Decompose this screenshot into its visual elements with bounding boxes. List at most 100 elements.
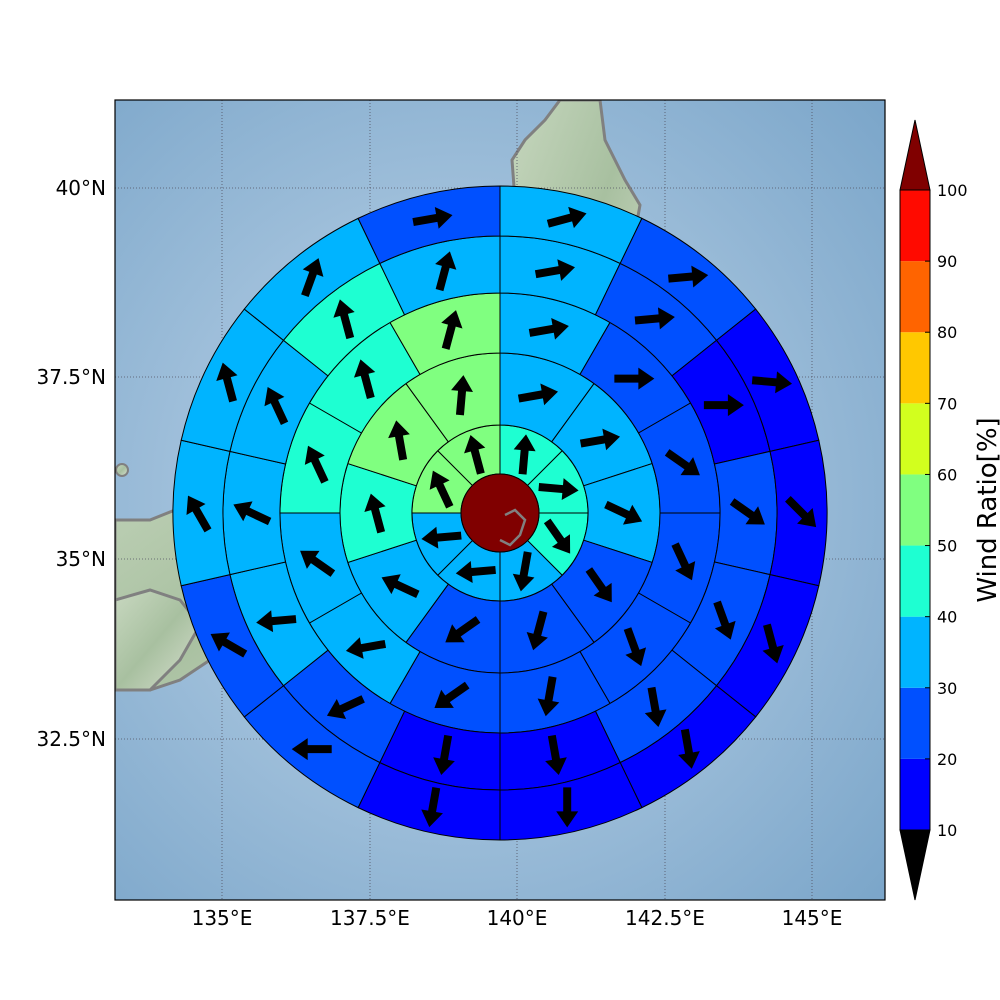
wind-arrow-ring-4-9 xyxy=(256,610,297,633)
wind-arrow-ring-3-3 xyxy=(671,542,696,581)
wind-arrow-ring-1-0 xyxy=(513,434,536,475)
wind-arrow-ring-3-11 xyxy=(441,310,463,350)
center-coastline xyxy=(499,508,527,547)
lat-tick-labels: 40°N 37.5°N 35°N 32.5°N xyxy=(37,176,107,751)
colorbar-band-5 xyxy=(900,403,930,475)
wind-arrow-ring-3-9 xyxy=(304,445,329,484)
wind-arrow-ring-3-6 xyxy=(434,681,470,708)
wind-arrow-ring-1-6 xyxy=(429,470,454,509)
colorbar-over-triangle xyxy=(899,119,931,191)
colorbar-band-8 xyxy=(900,190,930,262)
wind-arrow-ring-2-6 xyxy=(381,574,420,598)
wind-arrow-ring-5-5 xyxy=(678,728,700,769)
colorbar-tick-label-7: 80 xyxy=(937,323,957,342)
wind-arrow-ring-1-4 xyxy=(455,561,496,583)
wind-arrow-ring-6-4 xyxy=(0,0,11,20)
wind-arrow-ring-4-11 xyxy=(264,387,289,425)
island xyxy=(115,463,129,477)
wind-arrow-ring-4-5 xyxy=(644,686,667,727)
wind-arrow-ring-3-7 xyxy=(345,637,387,659)
wind-arrow-ring-5-8 xyxy=(291,738,332,761)
lat-tick-40: 40°N xyxy=(56,176,106,200)
colorbar-band-2 xyxy=(900,616,930,688)
wind-arrows xyxy=(0,0,817,828)
colorbar-tick-label-9: 100 xyxy=(937,181,968,200)
center-region xyxy=(460,473,540,553)
wind-arrow-ring-6-10 xyxy=(0,0,11,20)
wind-arrow-ring-3-10 xyxy=(353,359,376,400)
lon-tick-140: 140°E xyxy=(487,906,548,930)
wind-arrow-ring-1-5 xyxy=(421,526,462,549)
lat-tick-37-5: 37.5°N xyxy=(37,365,107,389)
wind-arrow-ring-6-14 xyxy=(0,0,11,20)
colorbar-tick-label-8: 90 xyxy=(937,252,957,271)
colorbar-tick-label-6: 70 xyxy=(937,394,957,413)
wind-arrow-ring-5-2 xyxy=(751,371,793,394)
wind-arrow-ring-5-12 xyxy=(301,258,324,298)
wind-arrow-ring-1-7 xyxy=(464,435,486,475)
wind-arrow-ring-6-15 xyxy=(0,0,11,20)
wind-arrow-ring-6-7 xyxy=(0,0,11,20)
wind-arrow-ring-6-6 xyxy=(0,0,11,20)
wind-arrow-ring-4-7 xyxy=(433,734,455,775)
wind-arrow-ring-2-1 xyxy=(579,428,621,451)
wind-arrow-ring-6-13 xyxy=(0,0,11,20)
colorbar-band-1 xyxy=(900,687,930,759)
wind-arrow-ring-5-0 xyxy=(546,206,587,229)
wind-arrow-ring-2-3 xyxy=(585,567,612,603)
wind-arrow-ring-2-5 xyxy=(445,616,481,643)
wind-arrow-ring-5-3 xyxy=(785,496,817,528)
wind-arrow-ring-1-2 xyxy=(543,518,571,554)
colorbar-tick-label-3: 40 xyxy=(937,608,957,627)
wind-arrow-ring-1-1 xyxy=(538,478,579,501)
wind-arrow-ring-5-13 xyxy=(412,207,453,229)
wind-arrow-ring-4-6 xyxy=(545,734,567,775)
wind-arrow-ring-2-8 xyxy=(388,420,410,461)
wind-arrow-ring-6-0 xyxy=(0,0,11,20)
wind-arrow-ring-3-1 xyxy=(614,367,655,390)
lon-tick-142-5: 142.5°E xyxy=(625,906,705,930)
wind-arrow-ring-4-10 xyxy=(233,501,272,526)
map-frame xyxy=(114,99,886,901)
wind-arrow-ring-3-0 xyxy=(528,317,569,340)
wind-arrow-ring-4-0 xyxy=(534,259,575,281)
wind-arrow-ring-5-1 xyxy=(668,265,709,288)
map-panel xyxy=(0,0,885,900)
lon-tick-145: 145°E xyxy=(782,906,843,930)
colorbar-label: Wind Ratio[%] xyxy=(973,417,1000,602)
sector-ring-5-13 xyxy=(357,185,501,265)
colorbar-frame xyxy=(899,189,931,831)
wind-arrow-ring-4-8 xyxy=(326,695,365,719)
wind-arrow-ring-4-1 xyxy=(634,307,675,330)
wind-arrow-ring-5-9 xyxy=(210,632,248,658)
colorbar-band-0 xyxy=(900,758,930,830)
wind-arrow-ring-2-2 xyxy=(604,500,643,525)
wind-arrow-ring-2-0 xyxy=(517,383,559,406)
wind-arrow-ring-4-2 xyxy=(703,394,744,417)
wind-arrow-ring-6-12 xyxy=(0,0,11,20)
wind-arrow-ring-6-11 xyxy=(0,0,11,20)
colorbar-under-triangle xyxy=(899,829,931,901)
colorbar: 10 20 30 40 50 60 70 80 90 100 Wind Ratio[%] xyxy=(899,119,1000,901)
wind-arrow-ring-4-4 xyxy=(713,600,736,640)
wind-arrow-ring-2-9 xyxy=(451,375,473,416)
lon-tick-137-5: 137.5°E xyxy=(330,906,410,930)
wind-arrow-ring-4-13 xyxy=(435,251,457,292)
wind-arrow-ring-2-4 xyxy=(526,610,548,651)
wind-arrow-ring-3-8 xyxy=(300,550,336,577)
wind-arrow-ring-3-2 xyxy=(664,449,700,476)
colorbar-tick-label-5: 60 xyxy=(937,465,957,484)
wind-arrow-ring-2-7 xyxy=(364,493,386,534)
center-circle xyxy=(460,473,540,553)
colorbar-band-6 xyxy=(900,332,930,404)
colorbar-band-7 xyxy=(900,261,930,333)
wind-arrow-ring-5-7 xyxy=(421,787,443,828)
lon-tick-labels: 135°E 137.5°E 140°E 142.5°E 145°E xyxy=(192,906,843,930)
wind-arrow-ring-6-5 xyxy=(0,0,11,20)
wind-arrow-ring-4-3 xyxy=(729,498,765,525)
wind-arrow-ring-6-2 xyxy=(0,0,11,20)
wind-arrow-ring-6-1 xyxy=(0,0,11,20)
wind-arrow-ring-5-4 xyxy=(762,623,784,664)
colorbar-tick-labels: 10 20 30 40 50 60 70 80 90 100 xyxy=(925,181,968,840)
